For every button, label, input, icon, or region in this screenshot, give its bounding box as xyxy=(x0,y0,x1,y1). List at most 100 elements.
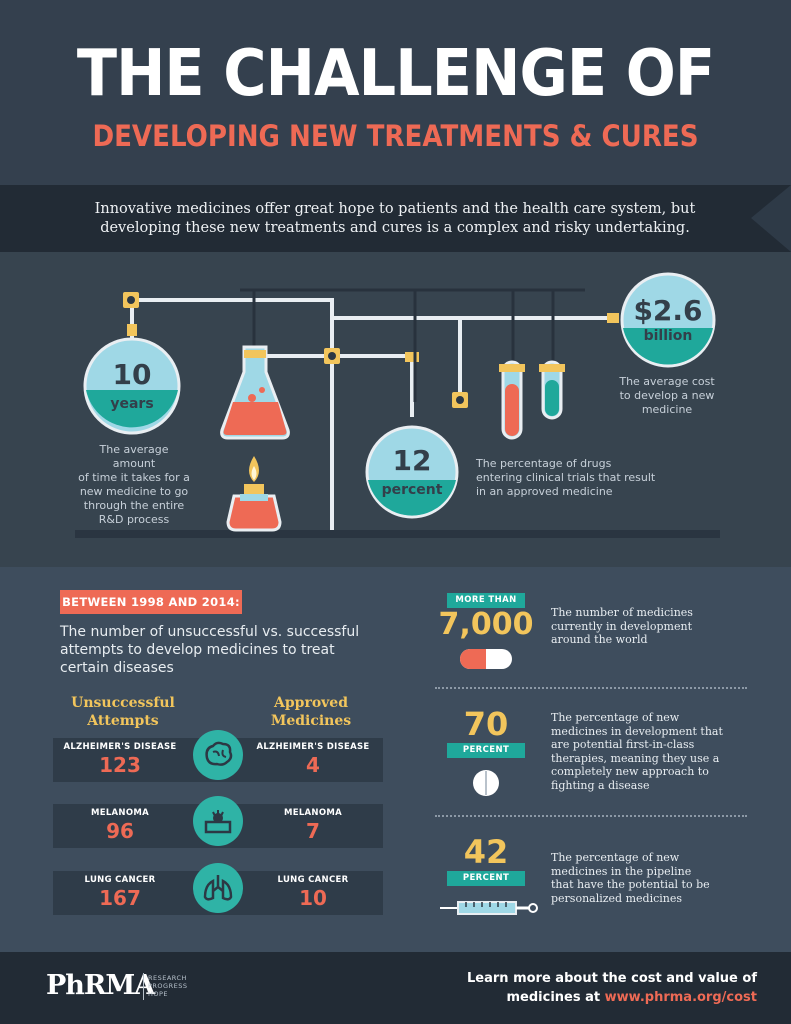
years-caption-line: of time it takes for a xyxy=(78,471,190,484)
desc-line: that have the potential to be xyxy=(551,878,710,891)
divider xyxy=(435,815,747,817)
years-caption-line: through the entire xyxy=(83,499,185,512)
logo-tagline: RESEARCH PROGRESS HOPE xyxy=(148,974,187,998)
tagline-word: PROGRESS xyxy=(148,982,188,990)
tagline-word: HOPE xyxy=(148,990,169,998)
percent-unit: percent xyxy=(382,482,443,498)
medicines-count: 7,000 xyxy=(438,607,534,642)
years-caption-line: new medicine to go xyxy=(79,485,189,498)
percent-stat-circle xyxy=(365,425,459,519)
years-caption: The average amount of time it takes for … xyxy=(78,443,190,527)
cost-caption-line: The average cost xyxy=(619,375,715,388)
cost-value: $2.6 xyxy=(633,294,702,327)
period-tag: BETWEEN 1998 AND 2014: xyxy=(60,590,242,614)
lab-table xyxy=(75,530,720,538)
row-unsuccessful: MELANOMA 96 xyxy=(55,807,185,843)
capsule-icon xyxy=(460,649,512,669)
approved-column-header: Approved Medicines xyxy=(236,694,386,730)
percent-caption-line: The percentage of drugs xyxy=(476,457,612,470)
disease-label: MELANOMA xyxy=(283,808,343,818)
cost-caption: The average cost to develop a new medici… xyxy=(612,375,722,417)
years-stat-circle xyxy=(83,337,181,435)
lab-illustration: 10 years 12 percent $2.6 billion xyxy=(75,272,720,538)
approved-count: 7 xyxy=(306,819,320,843)
desc-line: are potential first-in-class xyxy=(551,738,695,751)
logo-divider xyxy=(143,973,144,1000)
comparison-intro-line: certain diseases xyxy=(60,660,174,676)
clamp-icons xyxy=(123,292,619,408)
divider xyxy=(435,687,747,689)
unsuccessful-count: 167 xyxy=(99,886,141,910)
first-in-class-value: 70 xyxy=(463,705,509,743)
unsuccessful-column-header: Unsuccessful Attempts xyxy=(48,694,198,730)
column-header-line: Attempts xyxy=(87,713,159,729)
disease-label: ALZHEIMER'S DISEASE xyxy=(63,742,177,752)
row-approved: ALZHEIMER'S DISEASE 4 xyxy=(248,741,378,777)
burner-icon xyxy=(226,456,282,532)
personalized-desc: The percentage of new medicines in the p… xyxy=(551,851,751,905)
cost-unit: billion xyxy=(644,328,693,344)
column-header-line: Unsuccessful xyxy=(71,695,175,711)
row-approved: LUNG CANCER 10 xyxy=(248,874,378,910)
footer-cta-line: Learn more about the cost and value of xyxy=(467,971,757,986)
skin-icon xyxy=(193,796,243,846)
years-value: 10 xyxy=(113,358,152,391)
desc-line: medicines in the pipeline xyxy=(551,864,692,878)
comparison-intro: The number of unsuccessful vs. successfu… xyxy=(60,623,380,677)
desc-line: The percentage of new xyxy=(551,711,680,724)
header xyxy=(0,0,791,185)
desc-line: around the world xyxy=(551,633,648,646)
disease-label: MELANOMA xyxy=(90,808,150,818)
intro-line-2: developing these new treatments and cure… xyxy=(100,220,690,236)
percent-tag: PERCENT xyxy=(447,871,525,886)
cost-caption-line: to develop a new xyxy=(619,389,715,402)
disease-label: ALZHEIMER'S DISEASE xyxy=(256,742,370,752)
approved-count: 4 xyxy=(306,753,320,777)
desc-line: fighting a disease xyxy=(551,778,650,792)
years-unit: years xyxy=(110,396,153,412)
flask-icon xyxy=(220,345,290,440)
desc-line: currently in development xyxy=(551,619,693,633)
intro-banner xyxy=(0,185,791,252)
approved-count: 10 xyxy=(299,886,327,910)
tablet-icon xyxy=(473,770,499,796)
footer-cta: Learn more about the cost and value of m… xyxy=(467,969,757,1007)
row-approved: MELANOMA 7 xyxy=(248,807,378,843)
more-than-tag: MORE THAN xyxy=(447,593,525,608)
desc-line: The percentage of new xyxy=(551,851,680,864)
footer-link[interactable]: www.phrma.org/cost xyxy=(604,990,757,1005)
comparison-intro-line: attempts to develop medicines to treat xyxy=(60,642,335,658)
footer xyxy=(0,952,791,1024)
cost-caption-line: medicine xyxy=(641,403,693,416)
tagline-word: RESEARCH xyxy=(148,974,187,982)
page-title: THE CHALLENGE OF xyxy=(76,37,715,111)
years-caption-line: R&D process xyxy=(98,513,170,526)
test-tube-icons xyxy=(499,360,565,440)
percent-caption-line: in an approved medicine xyxy=(476,485,613,498)
footer-cta-line: medicines at www.phrma.org/cost xyxy=(467,988,758,1007)
desc-line: completely new approach to xyxy=(551,765,709,778)
lungs-icon xyxy=(193,863,243,913)
disease-label: LUNG CANCER xyxy=(84,875,156,885)
footer-cta-prefix: medicines at xyxy=(506,990,605,1005)
percent-caption-line: entering clinical trials that result xyxy=(476,471,656,484)
phrma-logo: PhRMA xyxy=(46,970,155,1001)
row-unsuccessful: ALZHEIMER'S DISEASE 123 xyxy=(55,741,185,777)
desc-line: The number of medicines xyxy=(551,606,693,619)
desc-line: therapies, meaning they use a xyxy=(551,751,720,765)
percent-tag: PERCENT xyxy=(447,743,525,758)
comparison-intro-line: The number of unsuccessful vs. successfu… xyxy=(60,624,360,640)
brain-icon xyxy=(193,730,243,780)
personalized-value: 42 xyxy=(463,833,509,871)
column-header-line: Approved xyxy=(274,695,348,711)
desc-line: personalized medicines xyxy=(551,891,683,905)
desc-line: medicines in development that xyxy=(551,724,723,738)
percent-caption: The percentage of drugs entering clinica… xyxy=(476,457,686,499)
medicines-desc: The number of medicines currently in dev… xyxy=(551,606,751,647)
page-subtitle: DEVELOPING NEW TREATMENTS & CURES xyxy=(92,119,699,153)
syringe-icon xyxy=(440,901,538,915)
years-caption-line: The average amount xyxy=(99,443,169,470)
banner-fold xyxy=(751,185,791,252)
disease-label: LUNG CANCER xyxy=(277,875,349,885)
